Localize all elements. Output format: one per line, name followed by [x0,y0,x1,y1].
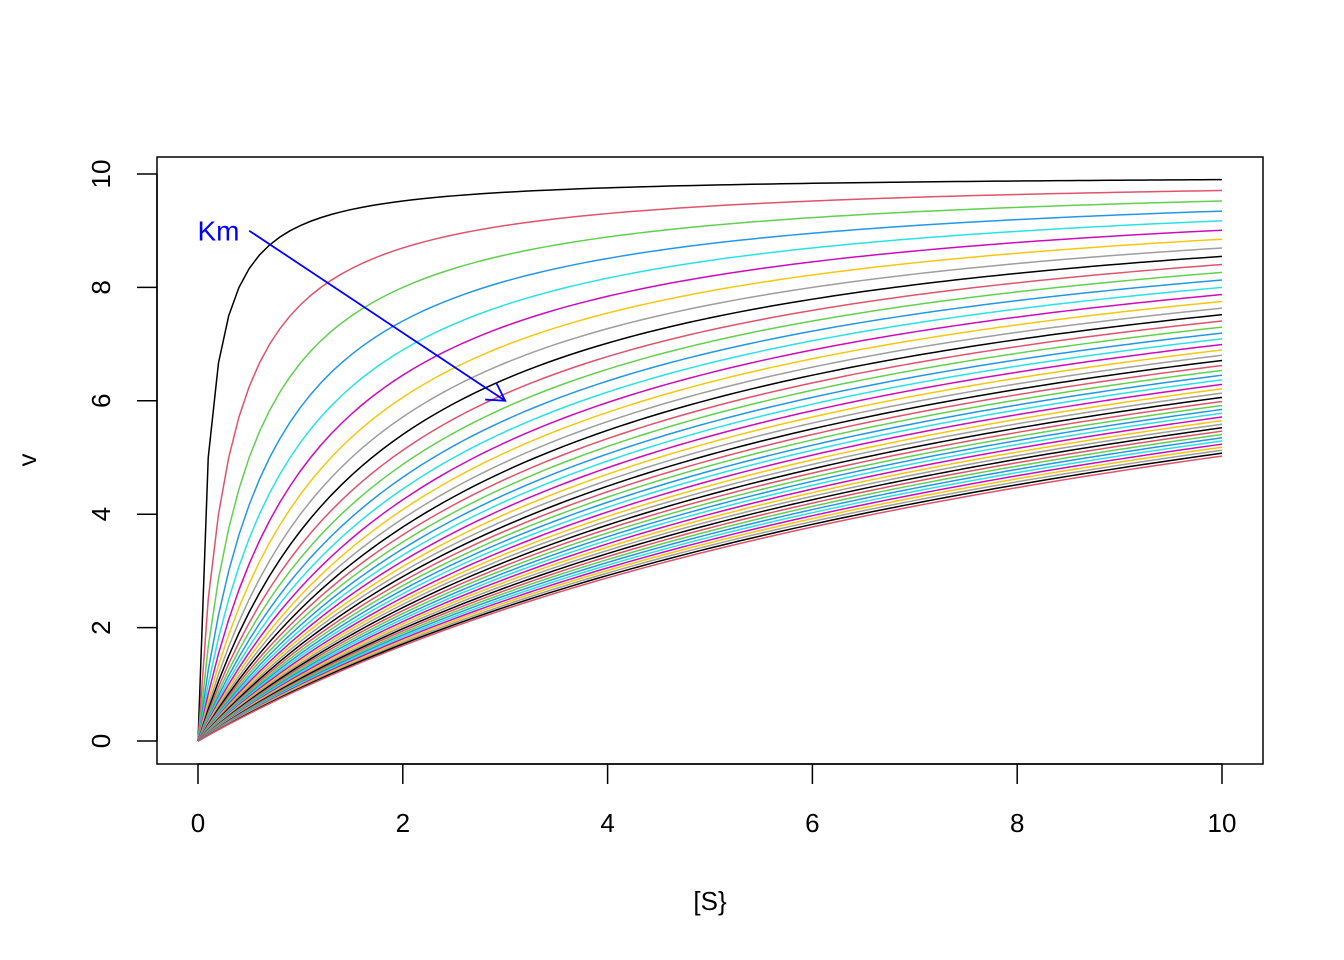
curve-km-2.5 [197,286,1223,742]
curve-km-2.7 [197,293,1223,742]
curve-km-2.1 [197,271,1223,742]
y-tick: 4 [86,507,157,521]
curve-km-8.5 [197,433,1223,742]
curve-km-0.7 [197,210,1223,742]
x-axis-label: [S} [693,886,727,916]
curve-km-5.9 [197,383,1223,742]
curve-km-4.7 [197,354,1223,742]
x-tick: 10 [1208,764,1237,838]
y-tick: 8 [86,280,157,295]
km-arrow [248,229,506,402]
curve-km-1.9 [197,263,1223,742]
curve-km-5.3 [197,369,1223,742]
curve-km-3.5 [197,320,1223,742]
curve-km-0.1 [197,178,1223,742]
curve-km-1.5 [197,247,1223,742]
y-tick-label: 10 [86,160,116,189]
curve-km-1.3 [197,238,1223,742]
x-tick: 8 [1010,764,1024,838]
curve-km-1.7 [197,255,1223,742]
curve-km-0.3 [197,189,1223,742]
curve-km-3.7 [197,326,1223,742]
curve-km-5.5 [197,374,1223,742]
km-arrow-head [485,382,507,402]
curve-km-8.7 [197,437,1223,742]
curve-km-5.1 [197,364,1223,742]
curve-km-9.5 [197,449,1223,742]
curve-km-7.7 [197,419,1223,742]
curve-km-6.7 [197,400,1223,742]
curve-km-7.1 [197,408,1223,742]
curve-km-9.7 [197,452,1223,742]
y-axis: 0 2 4 6 8 10 [86,160,158,748]
curve-km-5.7 [197,379,1223,742]
x-tick-label: 6 [805,808,819,838]
curve-km-4.1 [197,338,1223,742]
curve-km-9.1 [197,443,1223,742]
y-tick: 2 [86,620,157,635]
x-tick-label: 4 [600,808,614,838]
curve-km-6.1 [197,388,1223,742]
curve-km-6.5 [197,396,1223,742]
y-tick-label: 8 [86,280,116,294]
y-tick-label: 2 [86,620,116,634]
y-axis-label: v [12,454,42,467]
curve-km-8.9 [197,440,1223,742]
x-tick: 0 [191,764,205,838]
curves [197,178,1223,742]
curve-km-9.9 [197,455,1223,742]
x-tick-label: 2 [396,808,410,838]
curve-km-7.5 [197,416,1223,742]
curve-km-6.3 [197,392,1223,742]
curve-km-4.3 [197,343,1223,742]
y-tick-label: 6 [86,394,116,408]
y-tick-label: 0 [86,734,116,748]
curve-km-8.3 [197,430,1223,742]
curve-km-9.3 [197,446,1223,742]
curve-km-3.1 [197,307,1223,742]
curve-km-6.9 [197,404,1223,742]
x-axis: 0 2 4 6 8 10 [191,763,1237,838]
x-tick-label: 8 [1010,808,1024,838]
y-tick: 10 [86,160,157,189]
curve-km-1.1 [197,229,1223,742]
y-tick: 6 [86,394,157,408]
curve-km-8.1 [197,426,1223,742]
y-tick-label: 4 [86,507,116,521]
curve-km-7.3 [197,412,1223,742]
curve-km-0.9 [197,220,1223,742]
curve-km-0.5 [197,200,1223,742]
x-tick: 6 [805,764,820,838]
curve-km-3.9 [197,332,1223,742]
x-tick: 4 [600,764,615,838]
curve-km-4.5 [197,349,1223,742]
curve-km-2.3 [197,279,1223,742]
curve-km-2.9 [197,300,1223,742]
y-tick: 0 [86,734,157,748]
km-annotation-label: Km [197,216,239,247]
curve-km-7.9 [197,423,1223,742]
curve-km-4.9 [197,359,1223,742]
x-tick-label: 0 [191,808,205,838]
curve-km-3.3 [197,313,1223,742]
x-tick: 2 [396,764,410,838]
km-annotation: Km [197,216,507,402]
x-tick-label: 10 [1208,808,1237,838]
